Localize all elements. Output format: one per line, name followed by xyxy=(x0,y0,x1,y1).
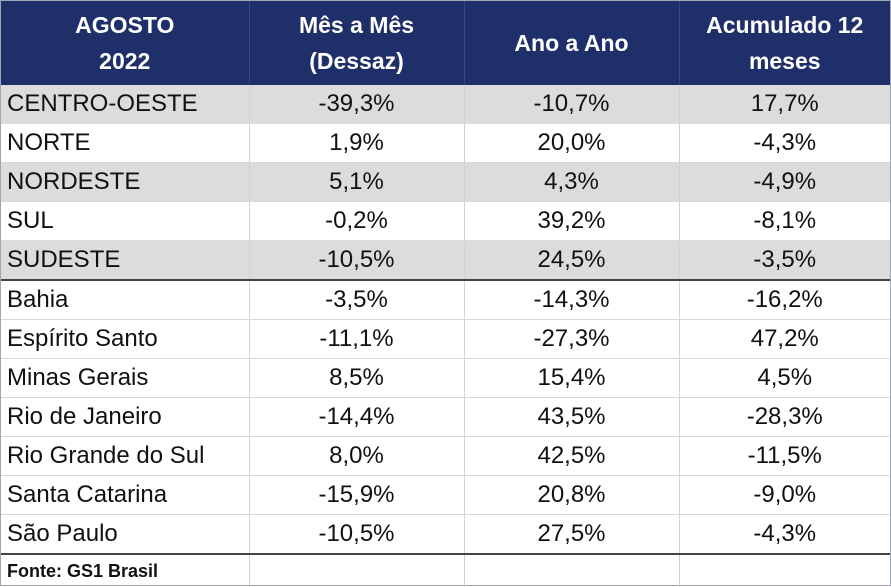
table-row: Minas Gerais 8,5% 15,4% 4,5% xyxy=(1,358,890,398)
source-empty-cell xyxy=(249,553,465,587)
row-name: SUL xyxy=(1,201,250,241)
cell-acc: -4,9% xyxy=(679,162,890,202)
cell-acc: -11,5% xyxy=(679,436,890,476)
header-yoy-line-1: Ano a Ano xyxy=(514,30,629,56)
row-name: CENTRO-OESTE xyxy=(1,85,250,124)
table-row: SUDESTE -10,5% 24,5% -3,5% xyxy=(1,240,890,281)
header-year-over-year: Ano a Ano xyxy=(464,1,680,85)
row-name: Santa Catarina xyxy=(1,475,250,515)
cell-yoy: 24,5% xyxy=(464,240,680,281)
cell-mom: 8,0% xyxy=(249,436,465,476)
row-name: Bahia xyxy=(1,279,250,320)
table-row: Rio de Janeiro -14,4% 43,5% -28,3% xyxy=(1,397,890,437)
cell-mom: -0,2% xyxy=(249,201,465,241)
cell-yoy: 20,0% xyxy=(464,123,680,163)
cell-mom: -39,3% xyxy=(249,85,465,124)
header-month-over-month: Mês a Mês (Dessaz) xyxy=(249,1,465,85)
cell-acc: -4,3% xyxy=(679,123,890,163)
row-name: NORDESTE xyxy=(1,162,250,202)
header-acc-line-1: Acumulado 12 xyxy=(706,12,864,38)
row-name: Rio Grande do Sul xyxy=(1,436,250,476)
cell-yoy: -27,3% xyxy=(464,319,680,359)
cell-mom: -11,1% xyxy=(249,319,465,359)
table-row: Rio Grande do Sul 8,0% 42,5% -11,5% xyxy=(1,436,890,476)
cell-acc: 17,7% xyxy=(679,85,890,124)
cell-acc: 47,2% xyxy=(679,319,890,359)
cell-yoy: 43,5% xyxy=(464,397,680,437)
table-row: Espírito Santo -11,1% -27,3% 47,2% xyxy=(1,319,890,359)
cell-acc: 4,5% xyxy=(679,358,890,398)
cell-yoy: 42,5% xyxy=(464,436,680,476)
cell-acc: -3,5% xyxy=(679,240,890,281)
cell-acc: -9,0% xyxy=(679,475,890,515)
row-name: NORTE xyxy=(1,123,250,163)
cell-yoy: -14,3% xyxy=(464,279,680,320)
cell-yoy: -10,7% xyxy=(464,85,680,124)
cell-acc: -16,2% xyxy=(679,279,890,320)
cell-mom: -10,5% xyxy=(249,240,465,281)
cell-yoy: 39,2% xyxy=(464,201,680,241)
header-mom-line-2: (Dessaz) xyxy=(309,48,404,74)
cell-acc: -4,3% xyxy=(679,514,890,555)
header-mom-line-1: Mês a Mês xyxy=(298,12,415,38)
header-period: AGOSTO 2022 xyxy=(1,1,250,85)
table-row: CENTRO-OESTE -39,3% -10,7% 17,7% xyxy=(1,85,890,124)
header-row: AGOSTO 2022 Mês a Mês (Dessaz) Ano a Ano… xyxy=(1,1,890,85)
table-row: NORTE 1,9% 20,0% -4,3% xyxy=(1,123,890,163)
header-period-line-2: 2022 xyxy=(99,48,151,74)
cell-yoy: 15,4% xyxy=(464,358,680,398)
cell-mom: 8,5% xyxy=(249,358,465,398)
cell-mom: 1,9% xyxy=(249,123,465,163)
cell-mom: -10,5% xyxy=(249,514,465,555)
table-row: Bahia -3,5% -14,3% -16,2% xyxy=(1,279,890,320)
cell-acc: -28,3% xyxy=(679,397,890,437)
cell-yoy: 27,5% xyxy=(464,514,680,555)
source-empty-cell xyxy=(464,553,680,587)
cell-acc: -8,1% xyxy=(679,201,890,241)
table-row: São Paulo -10,5% 27,5% -4,3% xyxy=(1,514,890,555)
cell-mom: -14,4% xyxy=(249,397,465,437)
row-name: Espírito Santo xyxy=(1,319,250,359)
row-name: Minas Gerais xyxy=(1,358,250,398)
table-row: NORDESTE 5,1% 4,3% -4,9% xyxy=(1,162,890,202)
source-note: Fonte: GS1 Brasil xyxy=(1,553,250,587)
header-accumulated-12-months: Acumulado 12 meses xyxy=(679,1,890,85)
header-period-line-1: AGOSTO xyxy=(75,12,175,38)
cell-yoy: 20,8% xyxy=(464,475,680,515)
header-acc-line-2: meses xyxy=(748,48,821,74)
cell-mom: 5,1% xyxy=(249,162,465,202)
table-row: Santa Catarina -15,9% 20,8% -9,0% xyxy=(1,475,890,515)
cell-mom: -15,9% xyxy=(249,475,465,515)
cell-yoy: 4,3% xyxy=(464,162,680,202)
table-row: SUL -0,2% 39,2% -8,1% xyxy=(1,201,890,241)
row-name: São Paulo xyxy=(1,514,250,555)
source-row: Fonte: GS1 Brasil xyxy=(1,553,890,587)
row-name: SUDESTE xyxy=(1,240,250,281)
source-empty-cell xyxy=(679,553,890,587)
cell-mom: -3,5% xyxy=(249,279,465,320)
row-name: Rio de Janeiro xyxy=(1,397,250,437)
